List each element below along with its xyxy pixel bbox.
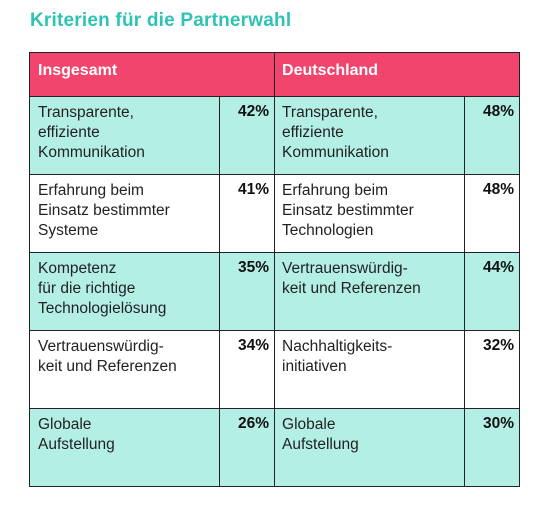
percentage-insgesamt: 34% bbox=[218, 330, 276, 409]
criterion-label-deutschland: Vertrauenswürdig- keit und Referenzen bbox=[274, 252, 466, 331]
criterion-label-deutschland: Erfahrung beim Einsatz bestimmter Techno… bbox=[274, 174, 466, 253]
percentage-deutschland: 30% bbox=[464, 408, 521, 487]
header-insgesamt: Insgesamt bbox=[28, 52, 276, 97]
criterion-label-insgesamt: Vertrauenswürdig- keit und Referenzen bbox=[29, 330, 220, 409]
table-row: Vertrauenswürdig- keit und Referenzen 34… bbox=[29, 330, 521, 409]
table-row: Transparente, effiziente Kommunikation 4… bbox=[29, 96, 521, 175]
header-deutschland: Deutschland bbox=[274, 52, 521, 97]
criteria-table: Insgesamt Deutschland Transparente, effi… bbox=[28, 52, 521, 487]
criterion-label-insgesamt: Kompetenz für die richtige Technologielö… bbox=[29, 252, 220, 331]
table-row: Globale Aufstellung 26% Globale Aufstell… bbox=[29, 408, 521, 487]
percentage-deutschland: 44% bbox=[464, 252, 521, 331]
criterion-label-deutschland: Nachhaltigkeits- initiativen bbox=[274, 330, 466, 409]
percentage-insgesamt: 42% bbox=[218, 96, 276, 175]
criterion-label-insgesamt: Transparente, effiziente Kommunikation bbox=[29, 96, 220, 175]
criterion-label-deutschland: Globale Aufstellung bbox=[274, 408, 466, 487]
percentage-deutschland: 48% bbox=[464, 174, 521, 253]
page-title: Kriterien für die Partnerwahl bbox=[30, 10, 292, 31]
table-row: Erfahrung beim Einsatz bestimmter System… bbox=[29, 174, 521, 253]
criterion-label-insgesamt: Globale Aufstellung bbox=[29, 408, 220, 487]
percentage-deutschland: 32% bbox=[464, 330, 521, 409]
percentage-insgesamt: 41% bbox=[218, 174, 276, 253]
criterion-label-insgesamt: Erfahrung beim Einsatz bestimmter System… bbox=[29, 174, 220, 253]
percentage-insgesamt: 26% bbox=[218, 408, 276, 487]
percentage-deutschland: 48% bbox=[464, 96, 521, 175]
criterion-label-deutschland: Transparente, effiziente Kommunikation bbox=[274, 96, 466, 175]
table-header-row: Insgesamt Deutschland bbox=[28, 52, 521, 97]
percentage-insgesamt: 35% bbox=[218, 252, 276, 331]
table-row: Kompetenz für die richtige Technologielö… bbox=[29, 252, 521, 331]
